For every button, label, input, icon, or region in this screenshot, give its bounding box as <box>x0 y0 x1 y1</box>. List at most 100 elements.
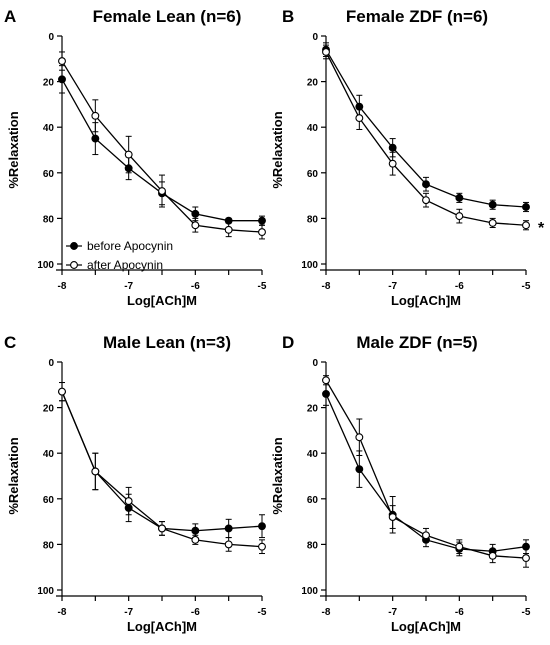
x-tick-label: -5 <box>258 607 267 618</box>
y-tick-label: 0 <box>48 358 54 369</box>
data-point <box>355 433 364 442</box>
data-point <box>258 216 266 225</box>
data-point <box>422 180 430 189</box>
data-point <box>322 376 330 385</box>
panel-d: D Male ZDF (n=5) 0 20 40 60 80 100 -8 -7 -6 -5 Log[A… <box>270 333 531 634</box>
data-point <box>224 540 233 549</box>
data-point <box>422 196 430 205</box>
y-axis-title: %Relaxation <box>6 437 21 514</box>
x-tick-label: -5 <box>522 607 531 618</box>
series-after <box>58 382 266 555</box>
panel-title: Female Lean (n=6) <box>93 7 242 26</box>
y-tick-label: 0 <box>48 32 54 43</box>
x-tick-label: -5 <box>258 281 267 292</box>
panel-title: Female ZDF (n=6) <box>346 7 488 26</box>
panel-title: Male ZDF (n=5) <box>356 333 477 352</box>
y-tick-label: 20 <box>307 78 319 89</box>
data-point <box>91 134 100 143</box>
data-point <box>422 531 430 540</box>
data-point <box>355 465 364 474</box>
y-tick-label: 60 <box>43 495 55 506</box>
x-tick-label: -7 <box>124 607 133 618</box>
y-tick-label: 40 <box>43 123 55 134</box>
data-point <box>158 524 166 533</box>
data-point <box>91 467 100 476</box>
y-tick-label: 40 <box>43 449 55 460</box>
y-tick-label: 0 <box>312 32 318 43</box>
y-tick-label: 20 <box>43 404 55 415</box>
data-point <box>258 542 266 551</box>
y-axis-title: %Relaxation <box>6 111 21 188</box>
panel-title: Male Lean (n=3) <box>103 333 231 352</box>
x-tick-label: -6 <box>191 607 200 618</box>
panel-letter: A <box>4 7 16 26</box>
y-axis-title: %Relaxation <box>270 111 285 188</box>
y-tick-label: 20 <box>43 78 55 89</box>
x-tick-label: -6 <box>191 281 200 292</box>
data-point <box>258 228 266 237</box>
x-axis-title: Log[ACh]M <box>391 293 461 308</box>
x-tick-label: -7 <box>388 607 397 618</box>
y-tick-label: 0 <box>312 358 318 369</box>
data-point <box>522 203 530 211</box>
y-tick-label: 80 <box>43 540 55 551</box>
data-point <box>488 200 497 209</box>
panel-c: C Male Lean (n=3) 0 20 40 60 80 100 -8 -7 -6 -5 Log[… <box>4 333 267 634</box>
panel-letter: D <box>282 333 294 352</box>
data-point <box>322 389 330 398</box>
x-axis-title: Log[ACh]M <box>127 619 197 634</box>
data-point <box>58 57 66 66</box>
data-point <box>124 497 133 506</box>
data-point <box>455 193 464 202</box>
data-point <box>58 387 66 396</box>
legend-marker <box>70 261 78 269</box>
data-point <box>488 551 497 560</box>
panel-b: B Female ZDF (n=6) 0 20 40 60 80 100 -8 -7 -6 -5 Log… <box>270 7 545 308</box>
legend: before Apocynin after Apocynin <box>66 239 173 272</box>
y-tick-label: 100 <box>301 586 318 597</box>
data-point <box>191 221 200 230</box>
y-tick-label: 20 <box>307 404 319 415</box>
y-tick-label: 40 <box>307 449 319 460</box>
x-tick-label: -7 <box>124 281 133 292</box>
legend-label: before Apocynin <box>87 239 173 253</box>
data-point <box>124 150 133 159</box>
data-point <box>258 522 266 531</box>
y-tick-label: 100 <box>301 260 318 271</box>
data-point <box>322 48 330 56</box>
data-point <box>191 526 200 535</box>
legend-label: after Apocynin <box>87 258 163 272</box>
significance-asterisk: * <box>538 220 545 237</box>
data-point <box>355 114 364 123</box>
y-tick-label: 80 <box>43 214 55 225</box>
series-after <box>322 44 530 231</box>
data-point <box>388 143 397 152</box>
x-tick-label: -6 <box>455 281 464 292</box>
x-tick-label: -6 <box>455 607 464 618</box>
x-tick-label: -8 <box>58 607 67 618</box>
panel-a: A Female Lean (n=6) 0 20 40 60 80 100 -8 -7 -6 -5 Lo… <box>4 7 267 308</box>
series-before <box>58 382 266 539</box>
data-point <box>158 187 166 195</box>
y-axis-title: %Relaxation <box>270 437 285 514</box>
data-point <box>455 212 464 221</box>
data-point <box>191 209 200 218</box>
series-after <box>58 51 266 240</box>
data-point <box>488 219 497 227</box>
x-tick-label: -7 <box>388 281 397 292</box>
series-line <box>325 393 527 552</box>
data-point <box>224 225 233 234</box>
y-tick-label: 60 <box>307 495 319 506</box>
legend-marker <box>70 242 78 250</box>
y-tick-label: 80 <box>307 540 319 551</box>
x-tick-label: -5 <box>522 281 531 292</box>
data-point <box>191 535 200 544</box>
y-tick-label: 60 <box>43 169 55 180</box>
x-tick-label: -8 <box>58 281 67 292</box>
y-tick-label: 40 <box>307 123 319 134</box>
data-point <box>522 554 530 563</box>
y-tick-label: 100 <box>37 260 54 271</box>
x-axis-title: Log[ACh]M <box>391 619 461 634</box>
data-point <box>224 524 233 533</box>
